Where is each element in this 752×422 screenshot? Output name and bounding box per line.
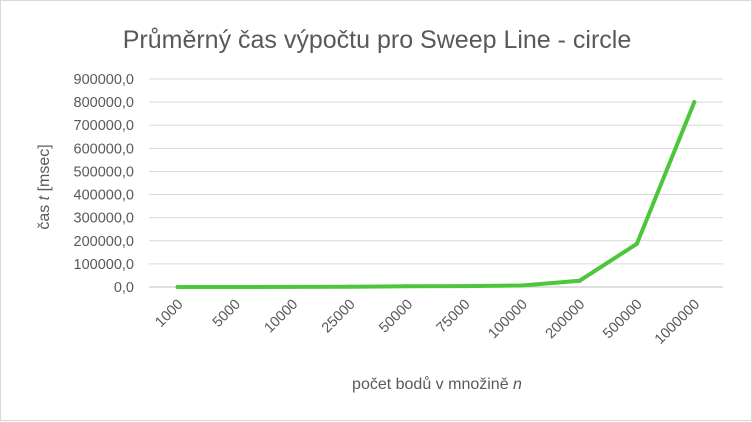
- y-tick-label: 900000,0: [74, 72, 134, 88]
- data-point: [634, 241, 639, 246]
- x-tick-label: 100000: [485, 297, 531, 343]
- data-point: [462, 284, 467, 289]
- data-point: [175, 284, 180, 289]
- data-point: [577, 278, 582, 283]
- data-point: [405, 284, 410, 289]
- y-tick-label: 0,0: [114, 280, 134, 296]
- x-axis-label: počet bodů v množině n: [352, 375, 522, 393]
- y-tick-label: 200000,0: [74, 234, 134, 250]
- y-axis-label: čas t [msec]: [36, 144, 53, 229]
- x-tick-label: 50000: [376, 297, 416, 337]
- data-point: [290, 284, 295, 289]
- x-tick-label: 1000000: [652, 297, 703, 348]
- gridlines: [149, 78, 723, 288]
- series-line: [175, 100, 697, 289]
- x-tick-label: 200000: [543, 297, 589, 343]
- series-line-group: [175, 100, 697, 289]
- y-axis-label-text: čas: [36, 200, 53, 229]
- y-tick-label: 400000,0: [74, 188, 134, 204]
- x-tick-label: 75000: [434, 297, 474, 337]
- x-tick-label: 10000: [261, 297, 301, 337]
- x-tick-label: 500000: [600, 297, 646, 343]
- x-tick-label: 25000: [319, 297, 359, 337]
- y-tick-label: 600000,0: [74, 141, 134, 157]
- x-axis-label-text: počet bodů v množině: [352, 375, 513, 393]
- y-axis-label-unit: [msec]: [36, 144, 53, 196]
- data-point: [347, 284, 352, 289]
- y-tick-label: 800000,0: [74, 95, 134, 111]
- y-tick-label: 300000,0: [74, 211, 134, 227]
- chart-title: Průměrný čas výpočtu pro Sweep Line - ci…: [123, 26, 632, 54]
- y-tick-label: 100000,0: [74, 257, 134, 273]
- data-point: [520, 283, 525, 288]
- x-tick-label: 5000: [210, 297, 244, 331]
- y-axis-label-variable: t: [36, 195, 53, 200]
- x-tick-labels: 1000 5000 10000 25000 50000 75000 100000 200000…: [152, 297, 703, 348]
- data-point: [692, 100, 697, 105]
- data-point: [233, 284, 238, 289]
- y-tick-labels: 0,0 100000,0 200000,0 300000,0 400000,0 50000…: [74, 72, 134, 296]
- y-tick-label: 700000,0: [74, 118, 134, 134]
- x-tick-label: 1000: [152, 297, 186, 331]
- x-axis-label-variable: n: [513, 376, 522, 393]
- y-tick-label: 500000,0: [74, 164, 134, 180]
